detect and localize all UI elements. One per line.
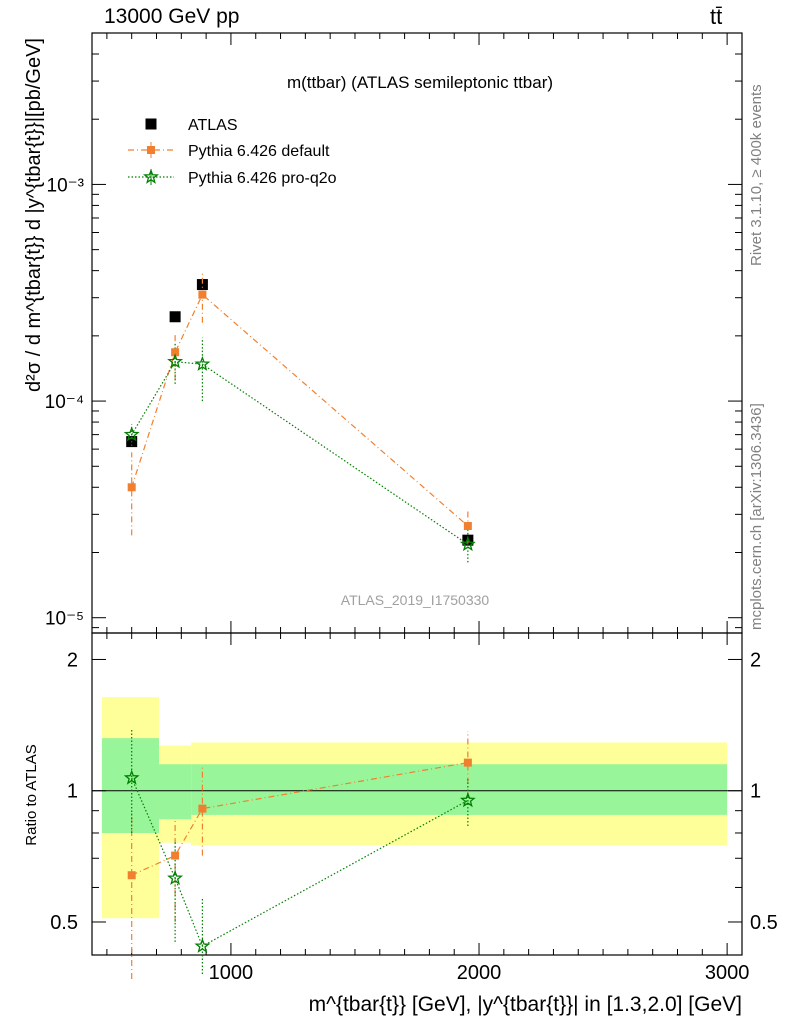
process-label: tt̄ — [710, 4, 723, 29]
ratio-y-tick-label: 1 — [67, 781, 78, 803]
x-tick-label: 1000 — [209, 962, 254, 984]
ratio-y-tick-label-right: 1 — [750, 781, 761, 803]
plot-title: m(ttbar) (ATLAS semileptonic ttbar) — [287, 73, 553, 92]
ratio-point-default — [198, 804, 207, 813]
legend-label: Pythia 6.426 pro-q2o — [188, 170, 337, 187]
ratio-plot-frame — [91, 632, 743, 956]
rivet-version-label: Rivet 3.1.10, ≥ 400k events — [748, 84, 765, 266]
ratio-point-proq2o — [123, 769, 140, 785]
y-tick-label: 10⁻⁵ — [45, 609, 84, 630]
ratio-point-proq2o — [194, 937, 211, 953]
energy-label: 13000 GeV pp — [104, 5, 240, 28]
ratio-y-axis-label: Ratio to ATLAS — [23, 744, 40, 845]
legend-marker-atlas — [145, 118, 157, 130]
data-point-proq2o — [459, 536, 476, 552]
ratio-band-inner — [191, 764, 728, 815]
data-point-proq2o — [123, 426, 140, 442]
ratio-point-proq2o — [167, 869, 184, 886]
series-line-proq2o — [131, 361, 469, 545]
x-tick-label: 3000 — [705, 962, 750, 984]
ratio-y-tick-label-right: 0.5 — [750, 912, 778, 934]
atlas-data-point — [196, 279, 208, 291]
ratio-y-tick-label-right: 2 — [750, 649, 761, 671]
legend-label: Pythia 6.426 default — [188, 143, 330, 160]
legend-label: ATLAS — [188, 117, 238, 134]
ratio-band-inner — [101, 738, 159, 833]
y-tick-label: 10⁻³ — [47, 175, 85, 196]
ratio-line-default — [131, 762, 469, 876]
legend-marker-default — [147, 146, 155, 154]
series-line-default — [131, 293, 469, 527]
data-point-default — [463, 522, 472, 531]
x-axis-label: m^{tbar{t}} [GeV], |y^{tbar{t}}| in [1.3… — [309, 993, 742, 1016]
y-tick-label: 10⁻⁴ — [45, 392, 84, 413]
legend-marker-proq2o — [143, 168, 159, 184]
ratio-point-proq2o — [459, 792, 476, 808]
ratio-point-default — [171, 851, 180, 860]
data-point-proq2o — [167, 353, 184, 369]
ratio-y-tick-label: 2 — [67, 649, 78, 671]
analysis-watermark: ATLAS_2019_I1750330 — [341, 592, 490, 608]
ratio-point-default — [127, 871, 136, 880]
data-point-default — [171, 348, 180, 357]
data-point-default — [127, 483, 136, 492]
mcplots-label: mcplots.cern.ch [arXiv:1306.3436] — [748, 403, 765, 630]
ratio-y-tick-label: 0.5 — [50, 912, 78, 934]
atlas-data-point — [169, 311, 181, 323]
y-axis-label: d²σ / d m^{tbar{t}} d |y^{tbar{t}}|[pb/G… — [23, 38, 45, 392]
data-point-proq2o — [194, 355, 211, 371]
ratio-band-inner — [158, 764, 192, 820]
data-point-default — [198, 290, 207, 299]
x-tick-label: 2000 — [457, 962, 502, 984]
ratio-point-default — [463, 758, 472, 767]
